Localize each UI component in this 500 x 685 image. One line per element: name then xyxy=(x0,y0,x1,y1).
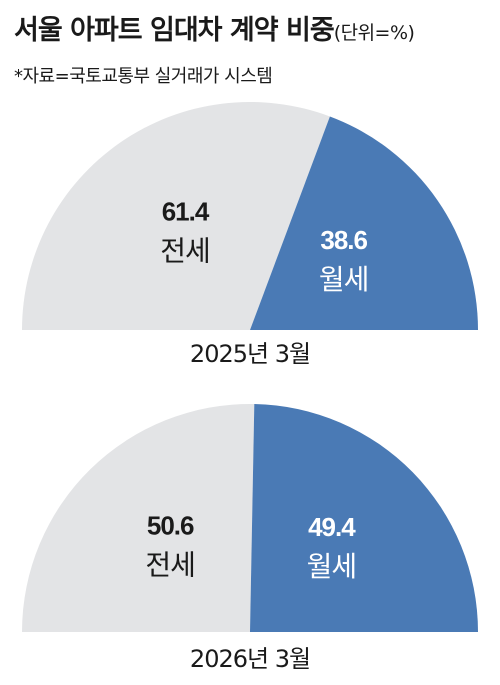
value-label-jeonse: 61.4 xyxy=(162,196,210,226)
category-label-wolse: 월세 xyxy=(307,550,357,583)
category-label-wolse: 월세 xyxy=(319,263,369,296)
slice-wolse xyxy=(250,116,478,330)
unit-label: (단위=%) xyxy=(333,22,415,44)
chart-1: 61.4 전세 38.6 월세 2025년 3월 xyxy=(22,102,478,368)
category-label-jeonse: 전세 xyxy=(145,549,195,582)
period-label: 2026년 3월 xyxy=(190,645,310,673)
value-label-wolse: 38.6 xyxy=(320,225,367,255)
value-label-jeonse: 50.6 xyxy=(147,511,194,541)
value-label-wolse: 49.4 xyxy=(308,512,356,542)
source-note: *자료=국토교통부 실거래가 시스템 xyxy=(14,66,273,87)
chart-2: 50.6 전세 49.4 월세 2026년 3월 xyxy=(21,403,478,673)
period-label: 2025년 3월 xyxy=(190,340,310,368)
slice-jeonse xyxy=(22,102,330,330)
slice-wolse xyxy=(250,404,478,632)
title-text: 서울 아파트 임대차 계약 비중 xyxy=(14,15,335,46)
slice-jeonse xyxy=(21,403,255,632)
chart-title: 서울 아파트 임대차 계약 비중(단위=%) xyxy=(14,8,415,47)
category-label-jeonse: 전세 xyxy=(160,234,210,267)
